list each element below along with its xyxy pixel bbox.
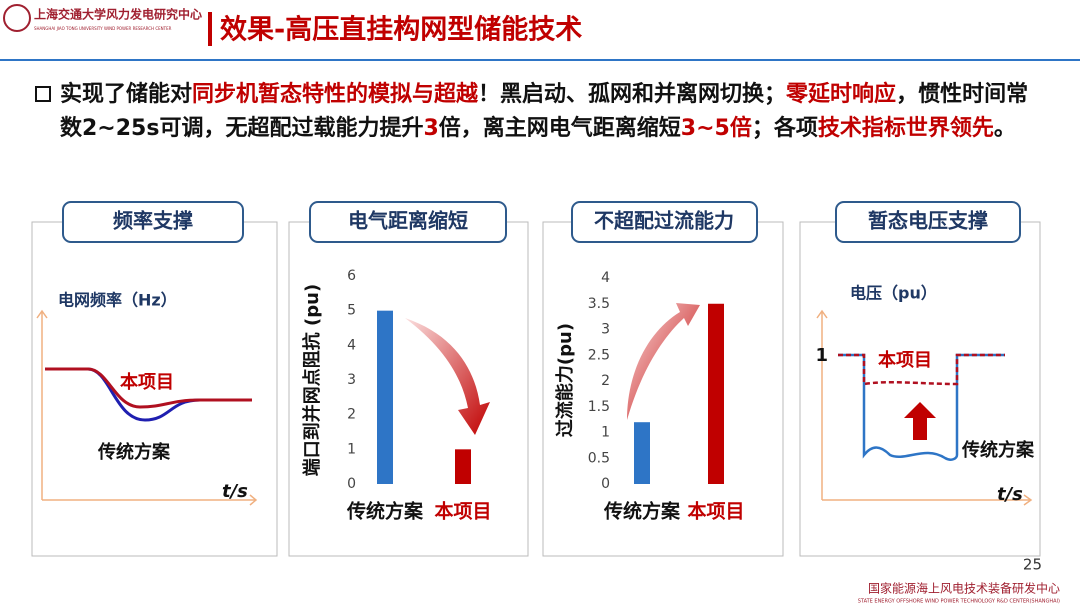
y-tick-label: 2 [347,407,356,423]
trend-arrow [627,303,700,420]
y-tick-label: 1 [347,441,356,457]
y-axis-label: 电压（pu） [850,284,937,303]
panel-title-pill [835,201,1021,243]
x-axis [822,494,1033,506]
logo-text: 上海交通大学风力发电研究中心 [34,7,202,22]
curve-label: 本项目 [878,349,932,371]
x-tick-label: 传统方案 [346,500,424,523]
curve-label: 本项目 [120,371,174,393]
x-tick-label: 本项目 [434,500,491,523]
y-axis-label: 过流能力(pu) [554,323,576,437]
panel-title-pill [309,201,507,243]
title-bar [208,12,212,46]
x-axis [42,494,258,506]
x-tick-label: 本项目 [687,500,744,523]
bullet-segment: 零延时响应 [786,82,897,107]
panel-title-pill [571,201,758,243]
footer-org-en: STATE ENERGY OFFSHORE WIND POWER TECHNOL… [858,599,1060,605]
x-tick-label: 传统方案 [603,500,681,523]
y-tick-label: 3.5 [588,296,610,312]
level-label: 1 [815,345,828,366]
panel-title: 暂态电压支撑 [868,209,988,233]
y-tick-label: 0.5 [588,450,610,466]
y-axis [816,309,828,500]
y-axis-label: 端口到并网点阻抗 (pu) [301,284,323,476]
bar [455,449,471,484]
curve-project [838,353,1005,386]
bullet-segment: 技术指标世界领先 [817,116,994,141]
y-tick-label: 1 [601,425,610,441]
bullet-segment: 。 [993,116,1016,141]
panel-title: 不超配过流能力 [594,209,734,233]
bullet-segment: 实现了储能对 [60,82,193,107]
bullet-segment: 3 [423,116,439,141]
bar [377,310,393,484]
curve-label: 传统方案 [961,439,1035,461]
y-tick-label: 2.5 [588,347,610,363]
bullet-segment: ，惯性时间常数2~25s可调，无超配过载能力提升 [60,82,1029,141]
bar [634,422,650,484]
x-axis-label: t/s [997,484,1023,505]
x-axis-label: t/s [222,481,248,502]
trend-arrow [405,318,490,435]
bullet-segment: ！黑启动、孤网和并离网切换； [478,82,787,107]
y-tick-label: 0 [347,476,356,492]
curve-project [45,367,252,409]
y-tick-label: 2 [601,373,610,389]
bar [708,303,724,484]
page-number: 25 [1023,556,1042,574]
curve-label: 传统方案 [97,441,171,463]
up-arrow [904,402,936,440]
bullet-segment: ；各项 [751,116,818,141]
y-axis-label: 电网频率（Hz） [58,291,177,310]
logo-subtext: SHANGHAI JIAO TONG UNIVERSITY WIND POWER… [34,26,172,31]
panel-title-pill [62,201,244,243]
y-tick-label: 1.5 [588,399,610,415]
bullet-text: 实现了储能对同步机暂态特性的模拟与超越！黑启动、孤网和并离网切换；零延时响应，惯… [60,78,1045,146]
bullet-segment: 同步机暂态特性的模拟与超越 [192,82,479,107]
panel-title: 电气距离缩短 [348,209,468,233]
panel-frame [799,221,1041,557]
y-tick-label: 0 [601,476,610,492]
y-tick-label: 5 [347,303,356,319]
slide-title: 效果-高压直挂构网型储能技术 [220,14,582,46]
y-tick-label: 4 [347,337,356,353]
y-tick-label: 3 [601,322,610,338]
bullet-box [35,86,51,102]
bullet-segment: 倍，离主网电气距离缩短 [438,116,681,141]
curve-traditional [838,353,1005,461]
logo-emblem [3,4,31,32]
footer-org: 国家能源海上风电技术装备研发中心 [868,581,1060,596]
panel-title: 频率支撑 [113,209,193,233]
y-axis [36,309,48,500]
y-tick-label: 4 [601,270,610,286]
y-tick-label: 6 [347,268,356,284]
y-tick-label: 3 [347,372,356,388]
bullet-segment: 3~5倍 [680,116,752,141]
